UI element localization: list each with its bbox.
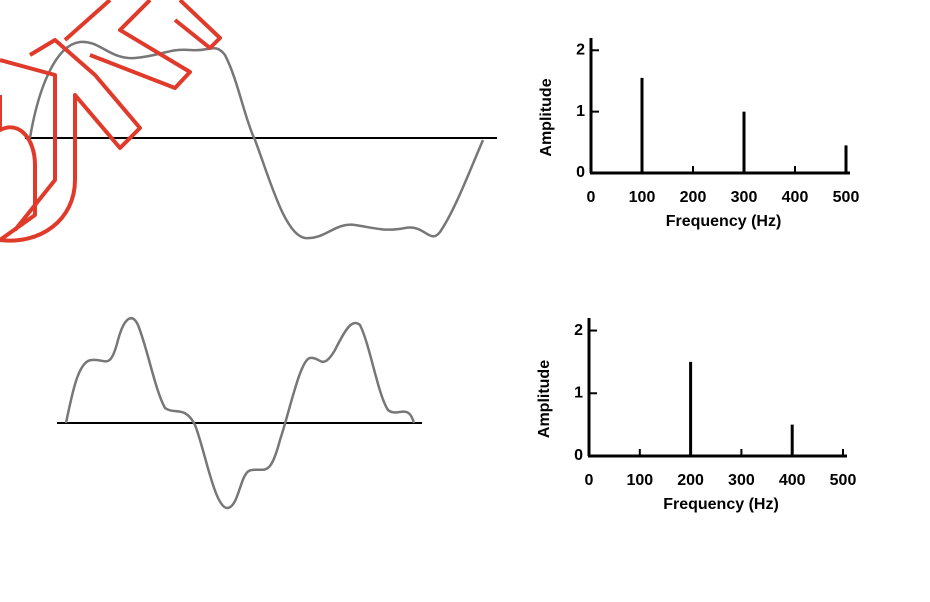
logo-letter <box>0 38 142 243</box>
wave <box>28 40 485 240</box>
wave <box>64 317 416 510</box>
y-axis-label: Amplitude <box>536 360 553 438</box>
x-tick-label: 500 <box>833 189 860 206</box>
y-tick-label: 2 <box>574 322 583 339</box>
waveform-bottom <box>57 317 422 510</box>
waveform-top <box>25 40 497 240</box>
logo-letter <box>0 95 37 242</box>
x-tick-label: 0 <box>587 189 596 206</box>
y-tick-label: 2 <box>576 41 585 58</box>
x-tick-label: 200 <box>677 472 704 489</box>
x-tick-label: 500 <box>830 472 857 489</box>
y-tick-label: 0 <box>574 447 583 464</box>
y-axis-label: Amplitude <box>538 78 555 156</box>
logo <box>0 0 222 243</box>
logo-letter <box>63 0 222 90</box>
y-tick-label: 1 <box>574 384 583 401</box>
x-axis-label: Frequency (Hz) <box>663 496 779 513</box>
x-axis-label: Frequency (Hz) <box>666 213 782 230</box>
y-tick-label: 1 <box>576 103 585 120</box>
x-tick-label: 200 <box>680 189 707 206</box>
x-tick-label: 400 <box>779 472 806 489</box>
x-tick-label: 300 <box>728 472 755 489</box>
x-tick-label: 300 <box>731 189 758 206</box>
y-tick-label: 0 <box>576 164 585 181</box>
x-tick-label: 400 <box>782 189 809 206</box>
x-tick-label: 0 <box>585 472 594 489</box>
x-tick-label: 100 <box>626 472 653 489</box>
x-tick-label: 100 <box>629 189 656 206</box>
